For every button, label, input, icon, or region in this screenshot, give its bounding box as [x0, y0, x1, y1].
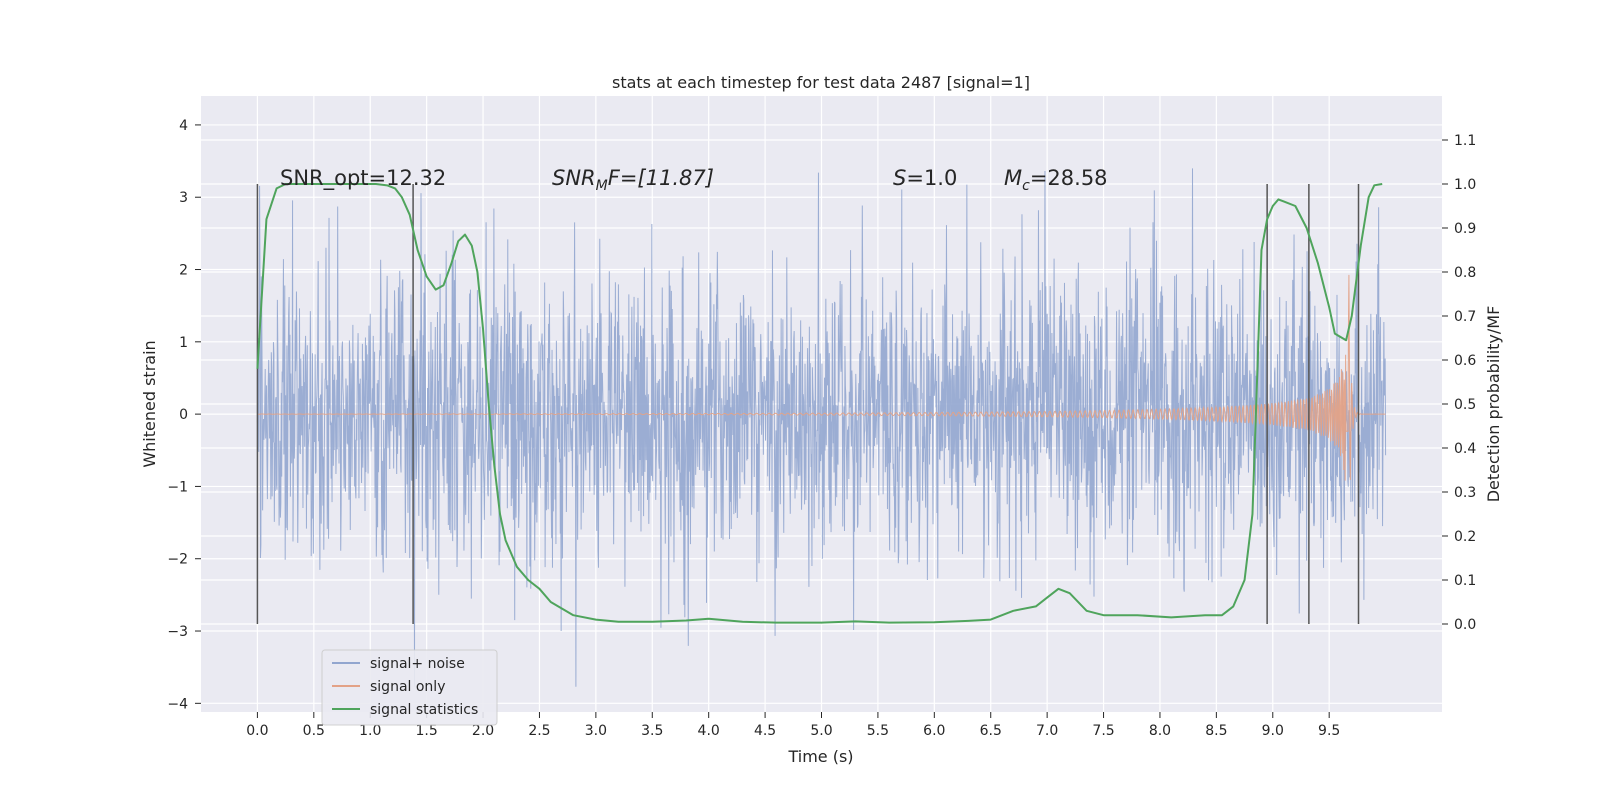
right-tick-label: 0.4 — [1454, 441, 1476, 457]
right-tick-label: 1.0 — [1454, 177, 1476, 193]
y-tick-label: 3 — [179, 190, 188, 206]
y-tick-label: 1 — [179, 335, 188, 351]
x-tick-label: 1.0 — [359, 723, 381, 739]
y-axis-label: Whitened strain — [140, 340, 159, 467]
y-tick-label: −3 — [167, 624, 188, 640]
y-tick-label: 0 — [179, 407, 188, 423]
x-tick-label: 9.5 — [1318, 723, 1340, 739]
y-tick-label: 2 — [179, 263, 188, 279]
y-tick-label: −4 — [167, 696, 188, 712]
legend: signal+ noise signal only signal statist… — [321, 649, 498, 726]
signal-statistics-series — [256, 183, 1383, 624]
x-tick-label: 2.0 — [472, 723, 494, 739]
signal-only-line — [257, 274, 1386, 481]
right-tick-label: 0.2 — [1454, 529, 1476, 545]
y-tick-label: 4 — [179, 118, 188, 134]
signal-only-series — [257, 274, 1386, 481]
x-tick-label: 0.0 — [246, 723, 268, 739]
annotation-snr-mf: SNRMF=[11.87] — [552, 166, 714, 194]
annotation-snr-opt: SNR_opt=12.32 — [280, 166, 446, 191]
right-tick-label: 0.7 — [1454, 309, 1476, 325]
y-tick-label: −2 — [167, 552, 188, 568]
x-axis-ticks: 0.0 0.5 1.0 1.5 2.0 2.5 3.0 3.5 4.0 4.5 5.0 5.5 6.0 6… — [246, 712, 1340, 739]
right-tick-label: 0.8 — [1454, 265, 1476, 281]
signal-noise-line — [256, 168, 1387, 687]
x-tick-label: 7.0 — [1036, 723, 1058, 739]
x-tick-label: 4.5 — [754, 723, 776, 739]
right-tick-label: 0.0 — [1454, 617, 1476, 633]
x-tick-label: 3.0 — [585, 723, 607, 739]
x-tick-label: 6.5 — [980, 723, 1002, 739]
vertical-markers — [256, 184, 1360, 624]
x-tick-label: 4.0 — [698, 723, 720, 739]
y-axis-ticks: 4 3 2 1 0 −1 −2 −3 −4 — [167, 118, 201, 712]
x-tick-label: 1.5 — [416, 723, 438, 739]
x-tick-label: 3.5 — [641, 723, 663, 739]
x-tick-label: 9.0 — [1262, 723, 1284, 739]
signal-noise-series — [256, 168, 1387, 687]
x-tick-label: 2.5 — [528, 723, 550, 739]
right-axis-label: Detection probability/MF — [1484, 306, 1503, 503]
legend-label-signal-statistics: signal statistics — [370, 702, 478, 718]
chart-title: stats at each timestep for test data 248… — [612, 73, 1030, 92]
x-tick-label: 5.5 — [867, 723, 889, 739]
legend-label-signal-noise: signal+ noise — [370, 656, 465, 672]
x-tick-label: 5.0 — [810, 723, 832, 739]
x-tick-label: 8.5 — [1205, 723, 1227, 739]
signal-statistics-line — [256, 183, 1383, 624]
annotation-s: S=1.0 — [893, 166, 957, 190]
right-tick-label: 1.1 — [1454, 133, 1476, 149]
right-tick-label: 0.1 — [1454, 573, 1476, 589]
right-axis-ticks: 1.1 1.0 0.9 0.8 0.7 0.6 0.5 0.4 0.3 0.2 0.1 0.0 — [1442, 133, 1476, 633]
y-tick-label: −1 — [167, 479, 188, 495]
x-tick-label: 0.5 — [303, 723, 325, 739]
right-tick-label: 0.6 — [1454, 353, 1476, 369]
x-tick-label: 8.0 — [1149, 723, 1171, 739]
legend-label-signal-only: signal only — [370, 679, 445, 695]
right-tick-label: 0.9 — [1454, 221, 1476, 237]
x-tick-label: 7.5 — [1092, 723, 1114, 739]
x-axis-label: Time (s) — [787, 747, 853, 766]
legend-box — [321, 649, 498, 726]
x-tick-label: 6.0 — [923, 723, 945, 739]
right-tick-label: 0.3 — [1454, 485, 1476, 501]
right-tick-label: 0.5 — [1454, 397, 1476, 413]
annotation-mc: Mc=28.58 — [1004, 166, 1108, 194]
